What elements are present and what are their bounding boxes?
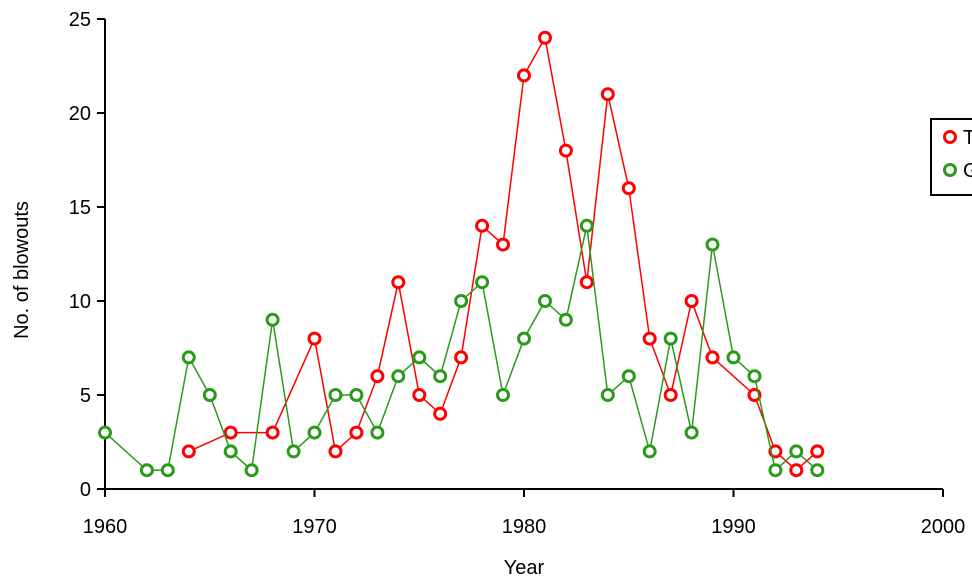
data-point <box>810 444 825 459</box>
series-g <box>98 218 825 478</box>
data-point <box>139 463 154 478</box>
data-point <box>558 312 573 327</box>
data-point <box>328 388 343 402</box>
data-point <box>328 444 343 459</box>
data-point <box>663 331 678 346</box>
data-point <box>621 369 636 384</box>
axes: 0 5 10 15 20 25 1960 1970 1980 1990 2000 <box>69 9 966 538</box>
data-point <box>412 388 427 402</box>
x-tick-label: 1980 <box>502 516 547 538</box>
y-tick-label: 15 <box>69 197 91 219</box>
data-point <box>705 350 720 365</box>
data-point <box>789 463 804 478</box>
y-tick-label: 20 <box>69 103 91 125</box>
series-layer <box>98 30 825 478</box>
data-point <box>642 331 657 346</box>
data-point <box>349 425 364 440</box>
data-point <box>244 463 259 478</box>
data-point <box>684 425 699 440</box>
x-tick-label: 1970 <box>292 516 337 538</box>
series-line-g <box>104 225 818 472</box>
data-point <box>496 388 510 402</box>
legend-marker-g <box>943 163 957 177</box>
data-point <box>160 463 175 478</box>
x-tick-label: 2000 <box>921 516 966 538</box>
data-point <box>475 275 490 290</box>
data-point <box>349 388 364 402</box>
data-point <box>600 388 615 402</box>
data-point <box>307 331 322 346</box>
y-axis-title: No. of blowouts <box>11 201 33 339</box>
y-tick-label: 10 <box>69 291 91 313</box>
y-tick-label: 0 <box>80 479 91 501</box>
data-point <box>747 388 762 402</box>
data-point <box>202 388 217 402</box>
data-point <box>600 87 615 102</box>
data-point <box>454 350 469 365</box>
series-line-t <box>188 35 818 472</box>
data-point <box>98 425 112 440</box>
data-point <box>558 143 573 158</box>
data-point <box>642 444 657 459</box>
data-point <box>810 463 825 478</box>
y-tick-label: 25 <box>69 9 91 31</box>
data-point <box>789 444 804 459</box>
data-point <box>621 181 636 196</box>
y-ticks: 0 5 10 15 20 25 <box>69 9 105 501</box>
data-point <box>223 425 238 440</box>
data-point <box>265 312 280 327</box>
data-point <box>768 463 783 478</box>
data-point <box>726 350 741 365</box>
data-point <box>538 294 552 308</box>
y-tick-label: 5 <box>80 385 91 407</box>
data-point <box>433 369 448 384</box>
legend: T G <box>930 118 972 196</box>
data-point <box>181 444 196 459</box>
data-point <box>663 388 678 402</box>
data-point <box>370 425 385 440</box>
data-point <box>181 350 196 365</box>
data-point <box>579 275 594 290</box>
data-point <box>433 406 448 421</box>
data-point <box>223 444 238 459</box>
data-point <box>684 294 699 308</box>
data-point <box>286 444 301 459</box>
data-point <box>454 294 469 308</box>
data-point <box>517 68 531 83</box>
legend-label-t: T <box>963 127 972 149</box>
data-point <box>496 237 510 252</box>
data-point <box>307 425 322 440</box>
data-point <box>412 350 427 365</box>
x-ticks: 1960 1970 1980 1990 2000 <box>83 489 966 538</box>
x-axis-title: Year <box>504 557 545 579</box>
legend-label-g: G <box>963 160 972 182</box>
x-tick-label: 1960 <box>83 516 128 538</box>
data-point <box>747 369 762 384</box>
x-tick-label: 1990 <box>711 516 756 538</box>
data-point <box>370 369 385 384</box>
data-point <box>475 218 490 233</box>
data-point <box>705 237 720 252</box>
series-t <box>181 30 825 478</box>
legend-marker-t <box>943 130 957 144</box>
data-point <box>265 425 280 440</box>
data-point <box>391 275 406 290</box>
data-point <box>768 444 783 459</box>
data-point <box>517 331 531 346</box>
data-point <box>538 30 552 45</box>
data-point <box>579 218 594 233</box>
data-point <box>391 369 406 384</box>
